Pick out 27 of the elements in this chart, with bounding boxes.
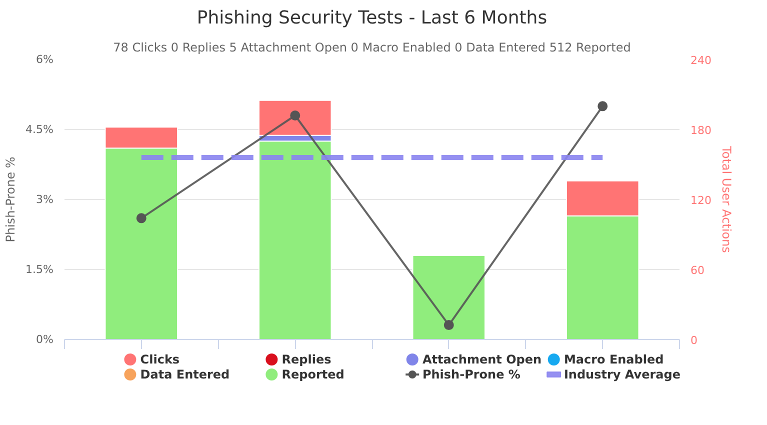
legend-label: Clicks	[140, 352, 180, 366]
y2-tick-label: 60	[690, 264, 704, 277]
y2-tick-label: 180	[690, 124, 712, 137]
legend-label: Data Entered	[140, 368, 230, 382]
legend-label: Attachment Open	[422, 352, 542, 366]
legend-label: Reported	[282, 368, 344, 382]
y-axis-title: Phish-Prone %	[4, 156, 18, 242]
bar	[412, 255, 486, 340]
y2-tick-label: 240	[690, 54, 712, 67]
legend-label: Replies	[282, 352, 332, 366]
y-tick-label: 0%	[36, 333, 54, 346]
legend-label: Industry Average	[564, 368, 680, 382]
chart-title: Phishing Security Tests - Last 6 Months	[196, 8, 548, 28]
legend-label: Macro Enabled	[564, 352, 664, 366]
y2-axis-title: Total User Actions	[719, 145, 734, 253]
chart-subtitle: 78 Clicks 0 Replies 5 Attachment Open 0 Macro Enabled 0 Data Entered 512 Reported	[113, 40, 631, 54]
y2-tick-label: 120	[690, 194, 712, 207]
y-tick-label: 1.5%	[26, 263, 54, 276]
point	[136, 213, 146, 224]
point	[290, 110, 300, 120]
y-tick-label: 6%	[36, 53, 54, 66]
point	[598, 101, 608, 112]
y-tick-label: 4.5%	[26, 123, 54, 136]
point	[444, 320, 454, 330]
y2-tick-label: 0	[690, 334, 698, 347]
legend-label: Phish-Prone %	[422, 368, 520, 382]
y-tick-label: 3%	[36, 193, 54, 206]
